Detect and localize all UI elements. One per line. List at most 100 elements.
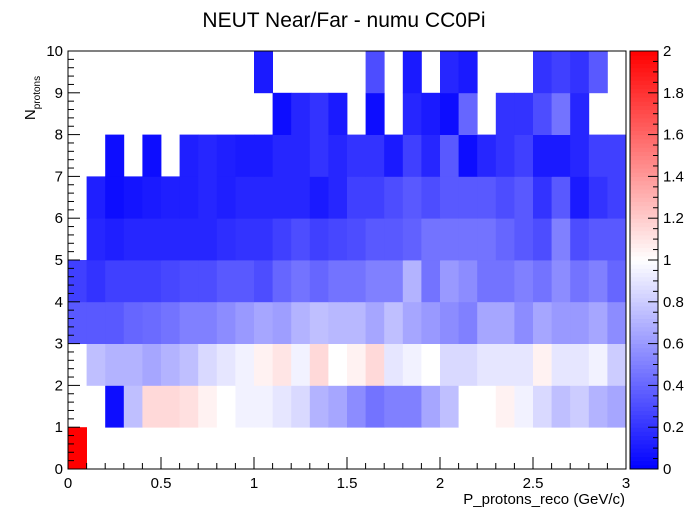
heatmap-cell <box>272 343 292 386</box>
heatmap-cell <box>347 343 366 386</box>
heatmap-cell <box>514 176 534 219</box>
heatmap-cell <box>86 176 106 219</box>
heatmap-cell <box>384 176 404 219</box>
palette-step <box>630 431 658 437</box>
heatmap-cell <box>86 260 106 303</box>
heatmap-cell <box>458 260 478 303</box>
heatmap-cell <box>588 218 608 261</box>
heatmap-cell <box>328 218 348 261</box>
color-axis-label: 0.4 <box>663 377 684 394</box>
heatmap-cell <box>570 385 590 428</box>
heatmap-cell <box>328 260 348 303</box>
heatmap-cell <box>123 343 143 386</box>
heatmap-cell <box>421 385 441 428</box>
heatmap-cell <box>477 343 497 386</box>
color-axis-label: 0.8 <box>663 294 684 311</box>
heatmap-cell <box>440 218 459 261</box>
heatmap-cell <box>142 385 162 428</box>
palette-step <box>630 314 658 320</box>
heatmap-cell <box>198 134 218 177</box>
heatmap-cell <box>105 343 125 386</box>
palette-step <box>630 423 658 428</box>
palette-step <box>630 76 658 81</box>
heatmap-cell <box>328 385 348 428</box>
palette-step <box>630 293 658 299</box>
heatmap-cell <box>514 343 534 386</box>
y-tick-label: 3 <box>55 336 63 353</box>
heatmap-cell <box>347 176 366 219</box>
heatmap-cell <box>402 343 422 386</box>
heatmap-cell <box>384 134 404 177</box>
heatmap-cell <box>477 134 497 177</box>
heatmap-cell <box>365 301 385 344</box>
heatmap-cell <box>328 343 348 386</box>
heatmap-cell <box>328 92 348 135</box>
heatmap-cell <box>254 218 273 261</box>
heatmap-cell <box>123 260 143 303</box>
heatmap-cell <box>254 51 273 94</box>
heatmap-cell <box>216 218 236 261</box>
palette-step <box>630 443 658 449</box>
heatmap-cell <box>607 260 627 303</box>
palette-step <box>630 285 658 290</box>
palette-step <box>630 377 658 382</box>
heatmap-cell <box>588 176 608 219</box>
palette-step <box>630 105 658 111</box>
palette-step <box>630 331 658 336</box>
heatmap-cell <box>309 218 329 261</box>
heatmap-cell <box>495 301 515 344</box>
heatmap-cell <box>179 343 199 386</box>
palette-step <box>630 276 658 282</box>
heatmap-cell <box>235 343 255 386</box>
palette-step <box>630 193 658 198</box>
heatmap-cell <box>421 176 441 219</box>
palette-step <box>630 113 658 119</box>
heatmap-cell <box>402 260 422 303</box>
heatmap-cell <box>440 176 459 219</box>
palette-step <box>630 205 658 211</box>
heatmap-cell <box>161 176 180 219</box>
heatmap-cell <box>179 176 199 219</box>
heatmap-cell <box>384 260 404 303</box>
palette-step <box>630 180 658 186</box>
heatmap-cell <box>533 218 552 261</box>
heatmap-cell <box>533 51 552 94</box>
heatmap-cell <box>402 134 422 177</box>
heatmap-cell <box>440 260 459 303</box>
y-tick-label: 10 <box>46 43 63 60</box>
y-tick-label: 9 <box>55 85 63 102</box>
heatmap-cell <box>365 218 385 261</box>
heatmap-cell <box>495 218 515 261</box>
heatmap-cell <box>421 134 441 177</box>
heatmap-cell <box>254 134 273 177</box>
heatmap-cell <box>551 51 571 94</box>
heatmap-cell <box>254 301 273 344</box>
heatmap-cell <box>402 301 422 344</box>
heatmap-cell <box>142 260 162 303</box>
heatmap-cell <box>607 176 627 219</box>
heatmap-cell <box>458 218 478 261</box>
heatmap-cell <box>291 260 311 303</box>
heatmap-cell <box>142 176 162 219</box>
heatmap-cell <box>291 218 311 261</box>
palette-step <box>630 63 658 69</box>
heatmap-cell <box>384 343 404 386</box>
heatmap-cell <box>440 385 459 428</box>
heatmap-cell <box>533 260 552 303</box>
heatmap-cell <box>402 51 422 94</box>
heatmap-cell <box>440 92 459 135</box>
heatmap-cell <box>495 343 515 386</box>
heatmap-cell <box>514 218 534 261</box>
heatmap-cell <box>105 218 125 261</box>
heatmap-cell <box>533 301 552 344</box>
x-axis-title: P_protons_reco (GeV/c) <box>463 491 625 508</box>
heatmap-cell <box>440 51 459 94</box>
heatmap-cell <box>179 385 199 428</box>
palette-step <box>630 305 658 311</box>
heatmap-cell <box>458 134 478 177</box>
palette-step <box>630 197 658 202</box>
palette-step <box>630 339 658 345</box>
heatmap-cell <box>142 301 162 344</box>
palette-step <box>630 372 658 378</box>
